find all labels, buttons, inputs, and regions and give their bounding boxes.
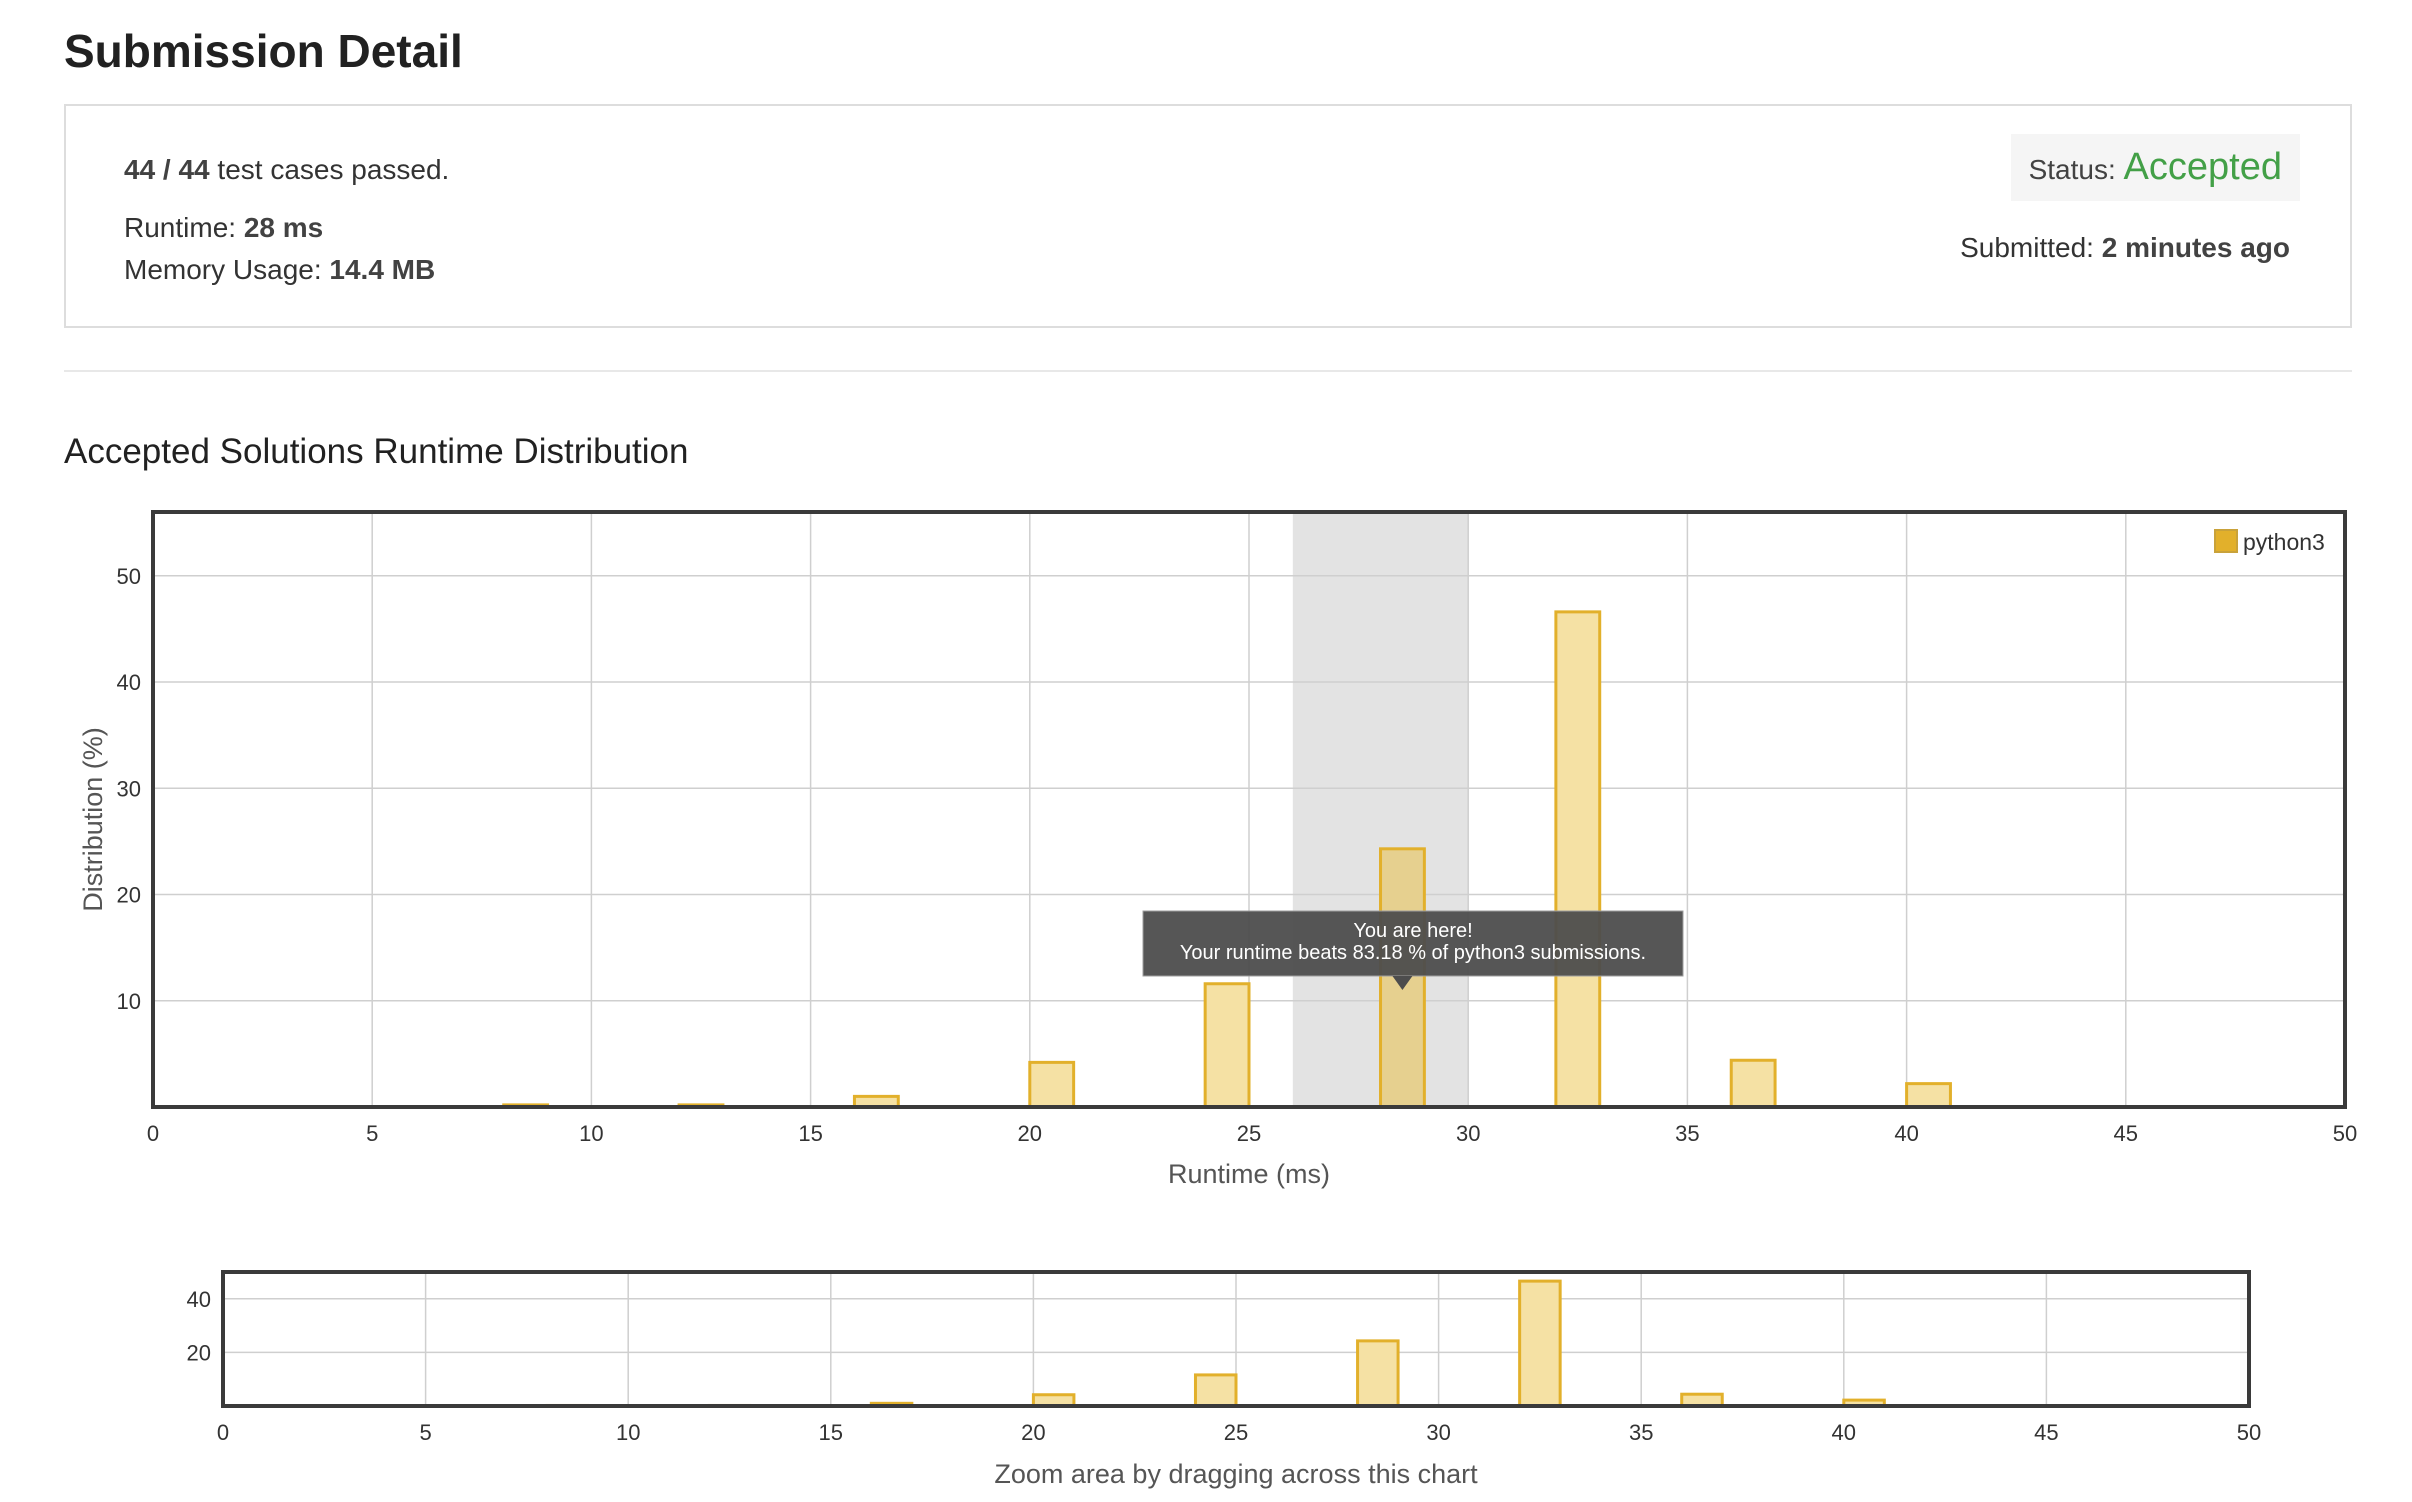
tooltip-pointer xyxy=(1392,976,1413,990)
bar xyxy=(1905,1082,1952,1109)
submission-summary-panel: 44 / 44 test cases passed. Runtime: 28 m… xyxy=(64,104,2352,328)
legend-label: python3 xyxy=(2243,529,2325,555)
nav-x-tick-label: 10 xyxy=(616,1420,640,1445)
x-tick-label: 10 xyxy=(579,1121,603,1146)
test-cases-line: 44 / 44 test cases passed. xyxy=(124,154,449,186)
x-tick-label: 0 xyxy=(147,1121,159,1146)
x-tick-label: 15 xyxy=(798,1121,822,1146)
tooltip-line-1: You are here! xyxy=(1353,920,1472,942)
memory-value: 14.4 MB xyxy=(329,254,436,285)
legend-swatch xyxy=(2214,529,2238,553)
status-badge: Status: Accepted xyxy=(2010,134,2300,201)
nav-y-tick-label: 20 xyxy=(187,1340,211,1365)
plot-frame xyxy=(151,510,2347,1109)
nav-bar xyxy=(1518,1279,1562,1408)
x-axis-label: Runtime (ms) xyxy=(1168,1159,1330,1189)
y-tick-label: 20 xyxy=(117,883,141,908)
nav-x-tick-label: 20 xyxy=(1021,1420,1045,1445)
status-label: Status: xyxy=(2028,154,2116,185)
submitted-line: Submitted: 2 minutes ago xyxy=(1960,232,2290,264)
nav-x-tick-label: 5 xyxy=(419,1420,431,1445)
section-title: Accepted Solutions Runtime Distribution xyxy=(64,432,689,471)
nav-x-tick-label: 35 xyxy=(1629,1420,1653,1445)
zoom-navigator-chart[interactable]: 0 5 10 15 20 25 30 35 40 45 50 20 40 Zoom area by dra… xyxy=(0,1240,2412,1502)
x-tick-label: 30 xyxy=(1456,1121,1480,1146)
section-divider xyxy=(64,370,2352,372)
x-tick-label: 35 xyxy=(1675,1121,1699,1146)
y-axis-label: Distribution (%) xyxy=(78,727,108,912)
x-tick-label: 45 xyxy=(2114,1121,2138,1146)
memory-label: Memory Usage: xyxy=(124,254,322,285)
nav-x-tick-label: 15 xyxy=(819,1420,843,1445)
x-tick-label: 25 xyxy=(1237,1121,1261,1146)
x-tick-label: 20 xyxy=(1018,1121,1042,1146)
submitted-label: Submitted: xyxy=(1960,232,2094,263)
bar xyxy=(1729,1058,1777,1109)
page-title: Submission Detail xyxy=(64,25,463,77)
runtime-label: Runtime: xyxy=(124,212,237,243)
memory-line: Memory Usage: 14.4 MB xyxy=(124,254,435,286)
y-tick-label: 30 xyxy=(117,776,141,801)
nav-bar xyxy=(1193,1373,1238,1408)
passed-suffix: test cases passed. xyxy=(217,154,450,185)
bar xyxy=(1028,1060,1076,1109)
nav-x-tick-label: 45 xyxy=(2034,1420,2058,1445)
nav-hint-label: Zoom area by dragging across this chart xyxy=(994,1459,1478,1489)
nav-x-tick-label: 0 xyxy=(217,1420,229,1445)
nav-bar xyxy=(1356,1339,1400,1408)
y-tick-label: 40 xyxy=(117,670,141,695)
status-value[interactable]: Accepted xyxy=(2123,146,2282,188)
tooltip-line-2: Your runtime beats 83.18 % of python3 su… xyxy=(1180,942,1646,964)
nav-y-tick-label: 40 xyxy=(187,1287,211,1312)
runtime-value: 28 ms xyxy=(243,212,324,243)
nav-plot-frame xyxy=(221,1270,2251,1408)
tooltip-box xyxy=(1142,910,1684,977)
x-tick-label: 5 xyxy=(366,1121,378,1146)
nav-x-tick-label: 50 xyxy=(2237,1420,2261,1445)
x-tick-label: 50 xyxy=(2333,1121,2357,1146)
passed-count: 44 / 44 xyxy=(124,154,210,185)
x-tick-label: 40 xyxy=(1894,1121,1918,1146)
nav-x-tick-label: 40 xyxy=(1832,1420,1856,1445)
nav-x-tick-label: 25 xyxy=(1224,1420,1248,1445)
runtime-distribution-chart[interactable]: 0 5 10 15 20 25 30 35 40 45 50 10 20 30 40 50 Runtime (m… xyxy=(0,490,2412,1210)
submitted-value: 2 minutes ago xyxy=(2101,232,2290,263)
y-tick-label: 10 xyxy=(117,989,141,1014)
y-tick-label: 50 xyxy=(117,564,141,589)
nav-x-tick-label: 30 xyxy=(1426,1420,1450,1445)
bar xyxy=(1554,610,1602,1109)
bar xyxy=(1203,982,1251,1109)
runtime-line: Runtime: 28 ms xyxy=(124,212,323,244)
